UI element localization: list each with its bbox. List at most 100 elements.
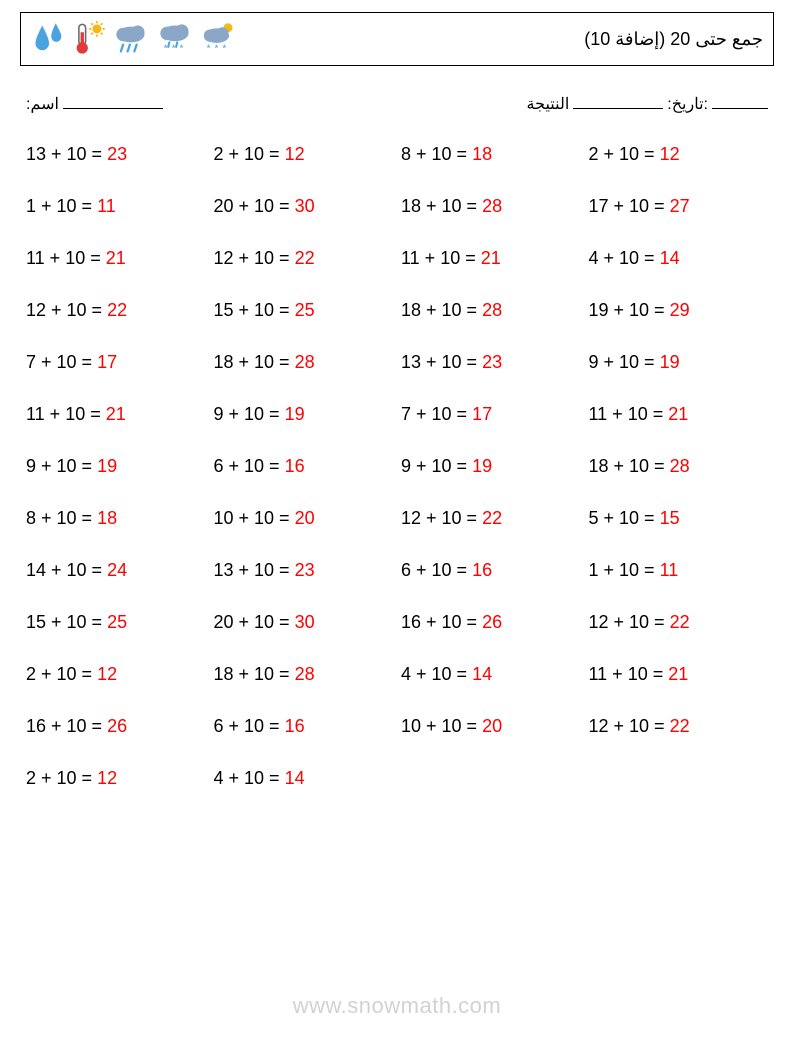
- problem-cell: 11 + 10 = 21: [589, 664, 769, 685]
- problem-cell: 16 + 10 = 26: [401, 612, 581, 633]
- problem-expression: 13 + 10 =: [26, 144, 107, 164]
- problem-answer: 21: [106, 404, 126, 424]
- result-label: النتيجة: [527, 94, 570, 114]
- problem-cell: 1 + 10 = 11: [589, 560, 769, 581]
- problem-expression: 9 + 10 =: [401, 456, 472, 476]
- problem-cell: 12 + 10 = 22: [26, 300, 206, 321]
- problem-expression: 9 + 10 =: [589, 352, 660, 372]
- problem-cell: 11 + 10 = 21: [589, 404, 769, 425]
- result-date-field: النتيجة :تاريخ:: [527, 94, 768, 114]
- problem-expression: 7 + 10 =: [401, 404, 472, 424]
- problem-cell: 13 + 10 = 23: [401, 352, 581, 373]
- problem-cell: 12 + 10 = 22: [401, 508, 581, 529]
- problem-cell: 4 + 10 = 14: [401, 664, 581, 685]
- problem-expression: 18 + 10 =: [214, 352, 295, 372]
- problem-expression: 18 + 10 =: [589, 456, 670, 476]
- problem-expression: 9 + 10 =: [26, 456, 97, 476]
- problem-expression: 5 + 10 =: [589, 508, 660, 528]
- problem-answer: 23: [482, 352, 502, 372]
- problem-answer: 28: [482, 196, 502, 216]
- problem-answer: 12: [97, 664, 117, 684]
- problem-expression: 12 + 10 =: [589, 612, 670, 632]
- problem-expression: 20 + 10 =: [214, 196, 295, 216]
- problem-answer: 22: [670, 612, 690, 632]
- problem-expression: 19 + 10 =: [589, 300, 670, 320]
- problem-expression: 6 + 10 =: [214, 456, 285, 476]
- problem-cell: 6 + 10 = 16: [214, 456, 394, 477]
- problem-expression: 12 + 10 =: [401, 508, 482, 528]
- problem-cell: 11 + 10 = 21: [26, 248, 206, 269]
- problem-cell: 9 + 10 = 19: [214, 404, 394, 425]
- problem-expression: 13 + 10 =: [214, 560, 295, 580]
- problem-answer: 23: [107, 144, 127, 164]
- problem-expression: 11 + 10 =: [589, 404, 669, 424]
- watermark: www.snowmath.com: [0, 993, 794, 1019]
- problem-expression: 18 + 10 =: [214, 664, 295, 684]
- problem-expression: 10 + 10 =: [214, 508, 295, 528]
- problem-answer: 12: [660, 144, 680, 164]
- problem-cell: 12 + 10 = 22: [214, 248, 394, 269]
- problem-cell: 2 + 10 = 12: [26, 768, 206, 789]
- problem-answer: 15: [660, 508, 680, 528]
- problem-answer: 18: [472, 144, 492, 164]
- problem-answer: 19: [285, 404, 305, 424]
- problem-expression: 1 + 10 =: [26, 196, 97, 216]
- problem-answer: 22: [107, 300, 127, 320]
- problem-answer: 11: [660, 560, 679, 580]
- problem-cell: 10 + 10 = 20: [401, 716, 581, 737]
- problem-expression: 20 + 10 =: [214, 612, 295, 632]
- worksheet-title: جمع حتى 20 (إضافة 10): [584, 29, 763, 50]
- problem-cell: 12 + 10 = 22: [589, 716, 769, 737]
- problem-expression: 18 + 10 =: [401, 196, 482, 216]
- problem-answer: 23: [295, 560, 315, 580]
- problem-expression: 1 + 10 =: [589, 560, 660, 580]
- problem-answer: 21: [481, 248, 501, 268]
- problem-answer: 24: [107, 560, 127, 580]
- problem-expression: 2 + 10 =: [589, 144, 660, 164]
- problem-expression: 8 + 10 =: [26, 508, 97, 528]
- problem-expression: 11 + 10 =: [401, 248, 481, 268]
- problem-answer: 30: [295, 612, 315, 632]
- problem-answer: 26: [482, 612, 502, 632]
- problem-cell: 2 + 10 = 12: [589, 144, 769, 165]
- problem-answer: 19: [660, 352, 680, 372]
- problem-cell: 11 + 10 = 21: [401, 248, 581, 269]
- problem-cell: 13 + 10 = 23: [26, 144, 206, 165]
- problem-expression: 18 + 10 =: [401, 300, 482, 320]
- result-blank: [573, 95, 663, 109]
- problem-expression: 6 + 10 =: [401, 560, 472, 580]
- thermometer-sun-icon: [71, 21, 107, 57]
- problem-answer: 21: [668, 664, 688, 684]
- problem-expression: 8 + 10 =: [401, 144, 472, 164]
- problem-expression: 10 + 10 =: [401, 716, 482, 736]
- problem-cell: 2 + 10 = 12: [26, 664, 206, 685]
- problem-answer: 19: [472, 456, 492, 476]
- snow-cloud-sun-icon: [199, 21, 239, 57]
- problem-answer: 11: [97, 196, 116, 216]
- problem-cell: 13 + 10 = 23: [214, 560, 394, 581]
- problem-expression: 15 + 10 =: [26, 612, 107, 632]
- problem-cell: 4 + 10 = 14: [589, 248, 769, 269]
- problem-expression: 11 + 10 =: [589, 664, 669, 684]
- date-blank: [712, 95, 768, 109]
- problem-expression: 16 + 10 =: [26, 716, 107, 736]
- problem-expression: 16 + 10 =: [401, 612, 482, 632]
- problem-cell: 4 + 10 = 14: [214, 768, 394, 789]
- problem-answer: 16: [472, 560, 492, 580]
- water-drops-icon: [31, 21, 67, 57]
- problem-answer: 20: [482, 716, 502, 736]
- problems-grid: 13 + 10 = 23 2 + 10 = 12 8 + 10 = 18 2 + 10…: [20, 144, 774, 789]
- meta-row: اسم: النتيجة :تاريخ:: [20, 94, 774, 114]
- problem-answer: 12: [97, 768, 117, 788]
- problem-answer: 28: [482, 300, 502, 320]
- problem-cell: 20 + 10 = 30: [214, 612, 394, 633]
- problem-cell: 19 + 10 = 29: [589, 300, 769, 321]
- problem-cell: 6 + 10 = 16: [214, 716, 394, 737]
- problem-answer: 25: [107, 612, 127, 632]
- weather-icons-row: [31, 21, 239, 57]
- problem-answer: 19: [97, 456, 117, 476]
- problem-answer: 21: [106, 248, 126, 268]
- problem-answer: 22: [670, 716, 690, 736]
- problem-answer: 17: [472, 404, 492, 424]
- worksheet-page: جمع حتى 20 (إضافة 10) اسم: النتيجة :تاري…: [0, 0, 794, 1053]
